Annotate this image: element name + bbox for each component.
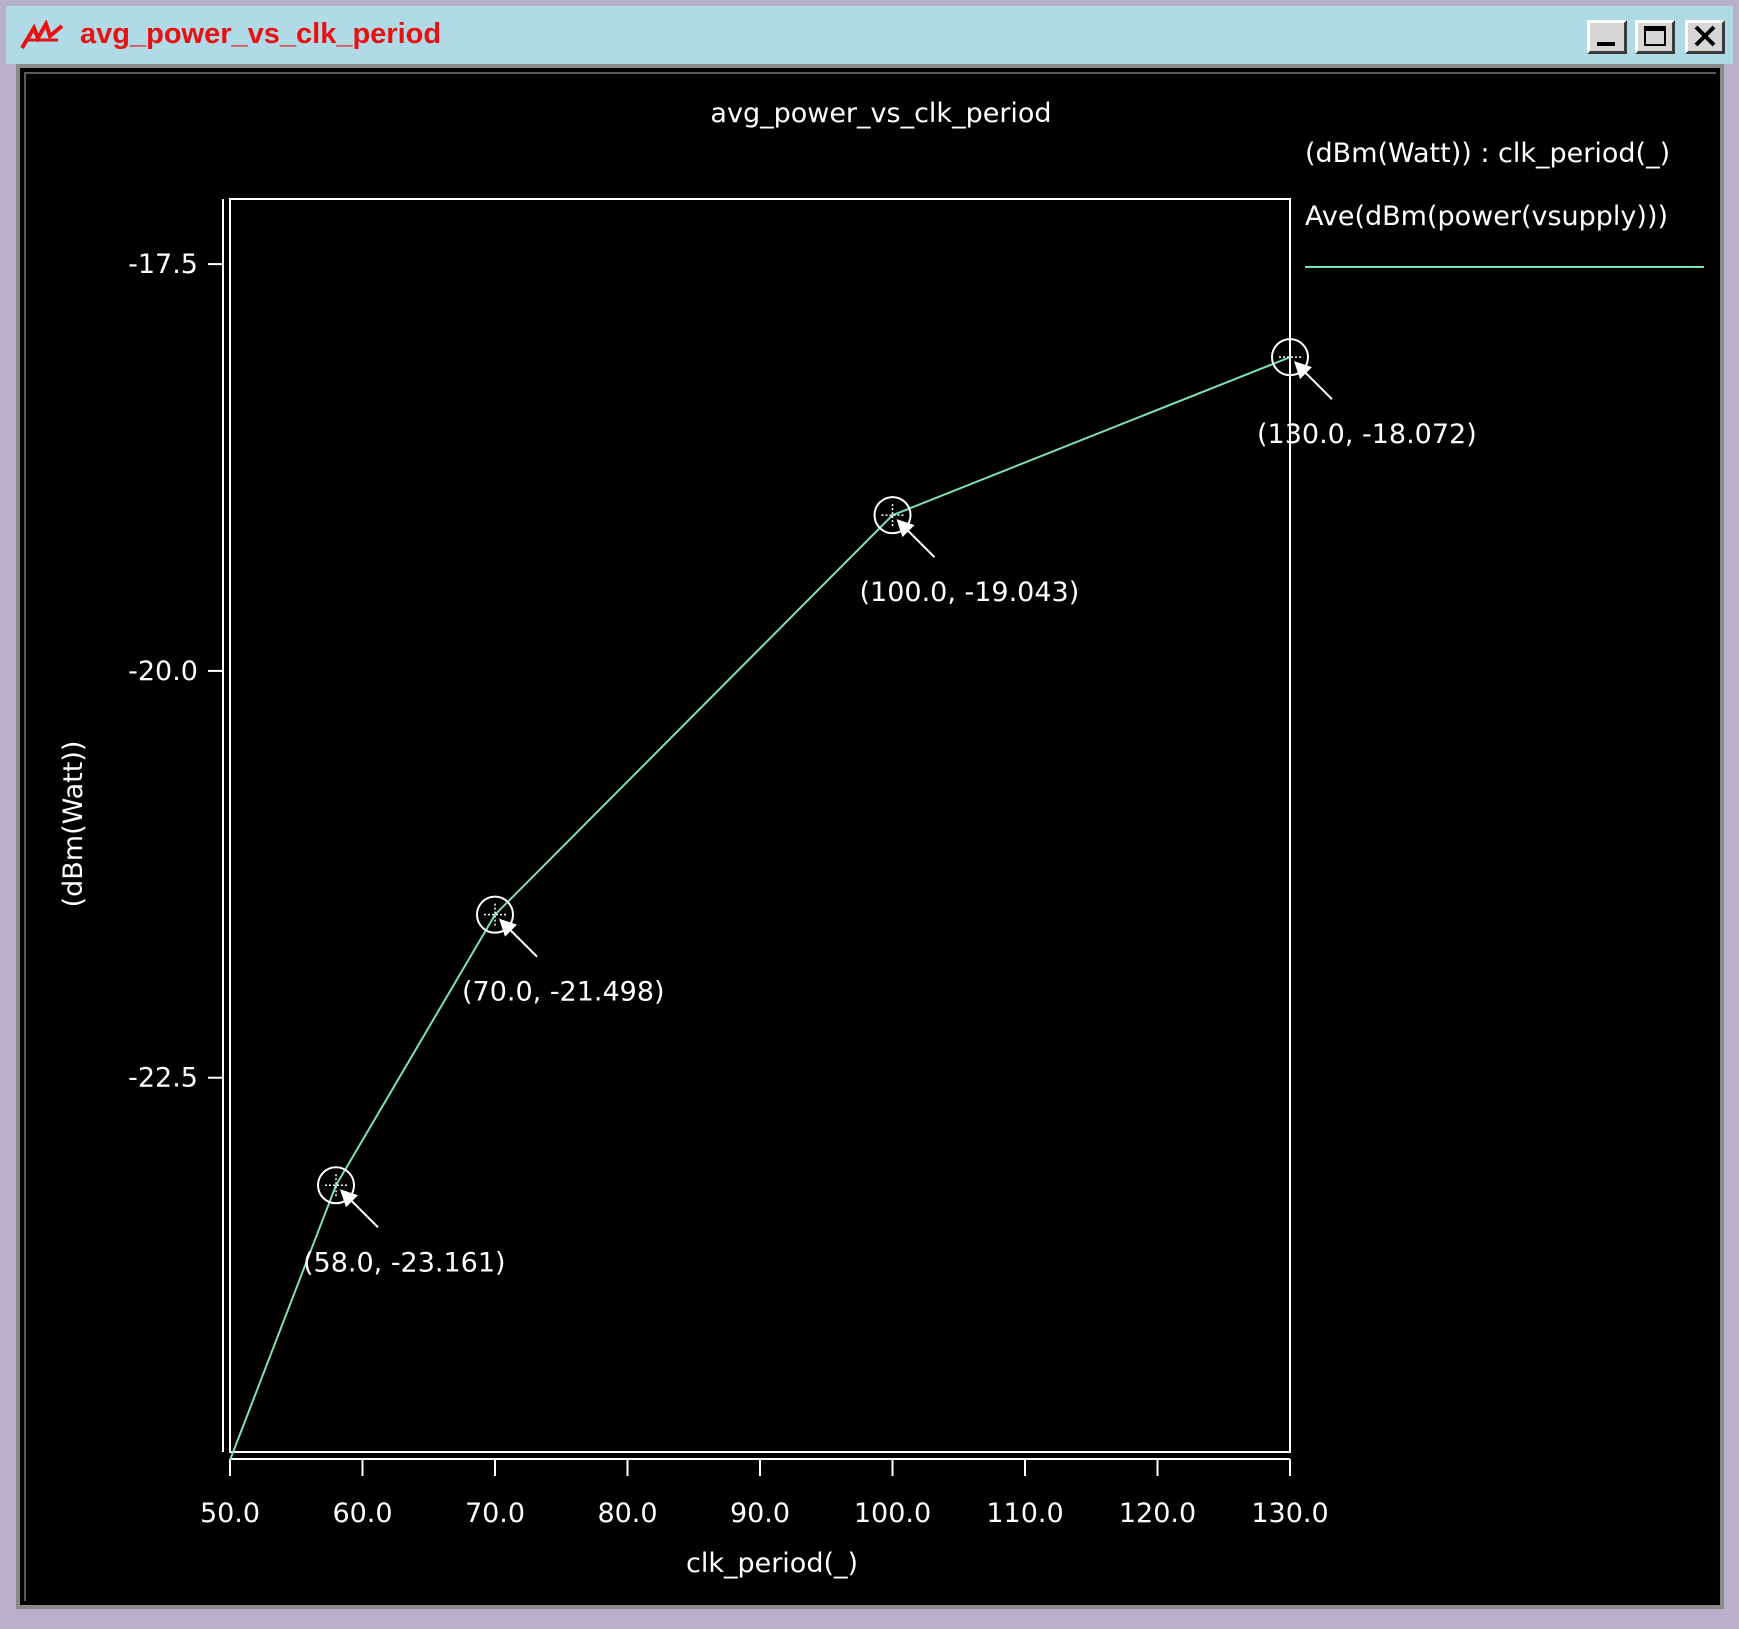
series-line-ave-power (229, 356, 1291, 1461)
marker-label: (58.0, -23.161) (303, 1247, 506, 1278)
marker-arrow-head (340, 1189, 358, 1208)
window-title: avg_power_vs_clk_period (80, 18, 442, 50)
x-tick-label: 50.0 (200, 1498, 260, 1529)
x-tick-label: 110.0 (986, 1498, 1063, 1529)
marker-label: (130.0, -18.072) (1257, 419, 1477, 450)
x-axis-ticks: 50.0 60.0 70.0 80.0 90.0 100.0 110.0 120.0 130.0 (200, 1459, 1329, 1529)
marker-circle (476, 895, 514, 934)
y-tick-label: -17.5 (128, 249, 198, 280)
marker-circle (873, 496, 912, 535)
x-tick-label: 100.0 (854, 1498, 931, 1529)
x-tick-label: 80.0 (597, 1498, 657, 1529)
y-tick-label: -20.0 (128, 656, 198, 687)
chart-title: avg_power_vs_clk_period (710, 98, 1051, 129)
marker-label: (100.0, -19.043) (860, 577, 1080, 608)
marker-circle (317, 1166, 355, 1205)
legend-entry-label: Ave(dBm(power(vsupply))) (1305, 201, 1668, 232)
x-tick-label: 60.0 (332, 1498, 392, 1529)
marker-arrow-head (499, 918, 517, 937)
plot-frame: avg_power_vs_clk_period (dBm(Watt)) : cl… (16, 64, 1724, 1609)
legend-header: (dBm(Watt)) : clk_period(_) (1305, 138, 1670, 169)
minimize-icon (1597, 42, 1615, 46)
close-button[interactable] (1685, 20, 1725, 54)
data-marker: (130.0, -18.072) (1257, 338, 1477, 450)
data-marker: (58.0, -23.161) (303, 1166, 506, 1278)
x-tick-label: 120.0 (1119, 1498, 1196, 1529)
x-tick-label: 70.0 (465, 1498, 525, 1529)
marker-arrow-head (896, 519, 915, 538)
x-tick-label: 130.0 (1251, 1498, 1328, 1529)
x-axis-label: clk_period(_) (686, 1548, 858, 1579)
x-tick-label: 90.0 (730, 1498, 790, 1529)
plot-canvas: avg_power_vs_clk_period (dBm(Watt)) : cl… (24, 72, 1716, 1601)
title-bar[interactable]: avg_power_vs_clk_period (6, 6, 1733, 64)
maximize-icon (1644, 26, 1666, 46)
marker-label: (70.0, -21.498) (462, 977, 665, 1008)
data-marker: (70.0, -21.498) (462, 895, 665, 1008)
plot-area-border (229, 198, 1291, 1453)
minimize-button[interactable] (1587, 20, 1627, 54)
y-tick-label: -22.5 (128, 1063, 198, 1094)
marker-arrow-head (1294, 361, 1312, 380)
maximize-button[interactable] (1635, 20, 1675, 54)
line-chart: avg_power_vs_clk_period (dBm(Watt)) : cl… (58, 98, 1704, 1579)
y-axis-ticks: -17.5 -20.0 -22.5 (128, 249, 223, 1094)
waveform-app-icon (20, 20, 64, 50)
data-marker: (100.0, -19.043) (860, 496, 1080, 608)
marker-circle (1271, 338, 1309, 377)
y-axis-label: (dBm(Watt)) (58, 741, 89, 908)
data-markers: (58.0, -23.161) (70.0, -21.498) (100.0, -1… (303, 338, 1477, 1278)
close-icon (1694, 25, 1716, 47)
